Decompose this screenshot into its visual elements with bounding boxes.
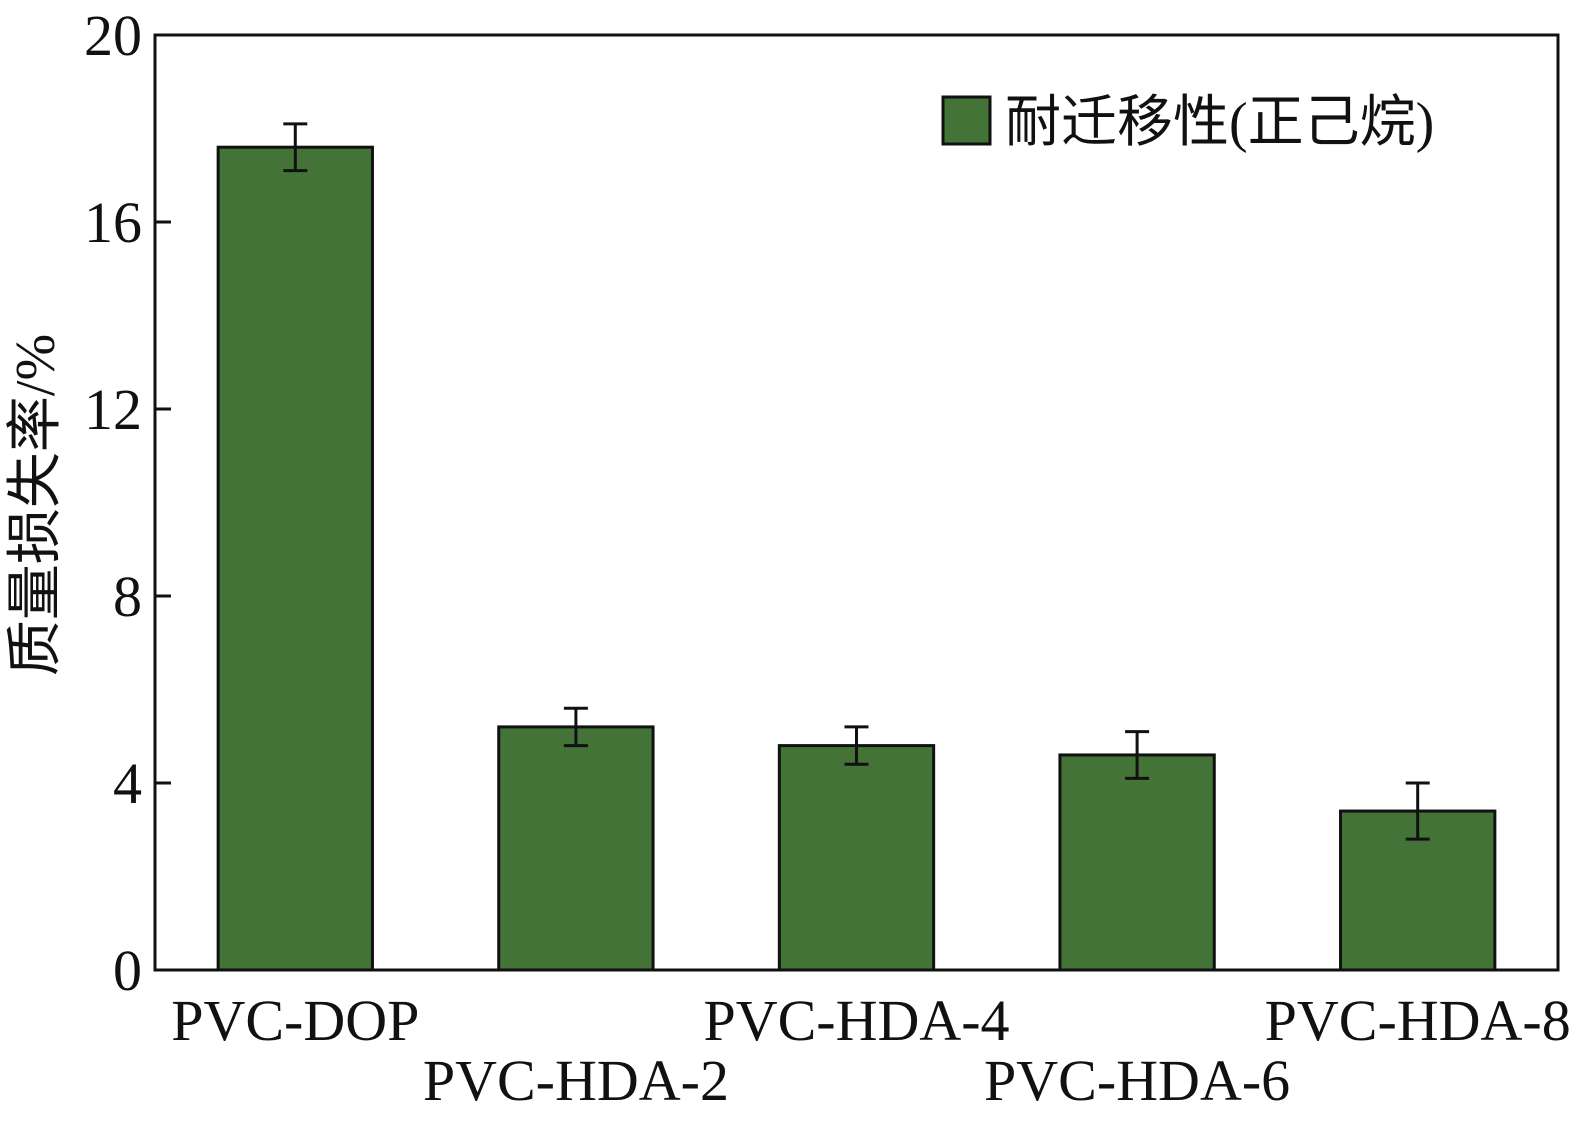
y-tick-label: 12 <box>84 377 142 442</box>
y-tick-label: 0 <box>113 938 142 1003</box>
y-axis-label: 质量损失率/% <box>5 334 67 676</box>
error-bar-pvc-hda-4 <box>844 725 869 766</box>
y-axis-ticks: 0 4 8 12 16 20 <box>84 3 171 1003</box>
bar-pvc-dop <box>216 145 374 972</box>
error-bar-pvc-hda-8 <box>1405 781 1430 841</box>
bar-pvc-hda-2 <box>497 725 655 972</box>
legend-label: 耐迁移性(正己烷) <box>1005 92 1434 154</box>
bar-pvc-hda-6 <box>1058 753 1216 972</box>
y-tick-label: 16 <box>84 190 142 255</box>
x-tick-label: PVC-DOP <box>171 988 419 1053</box>
y-tick-label: 4 <box>113 751 142 816</box>
x-tick-label: PVC-HDA-2 <box>423 1048 729 1113</box>
x-tick-label: PVC-HDA-8 <box>1265 988 1571 1053</box>
x-tick-label: PVC-HDA-4 <box>703 988 1009 1053</box>
bars-group <box>216 145 1497 972</box>
error-bar-pvc-hda-2 <box>563 706 588 748</box>
y-tick-label: 20 <box>84 3 142 68</box>
error-bars-group <box>283 122 1430 841</box>
bar-pvc-hda-4 <box>777 744 936 972</box>
legend: 耐迁移性(正己烷) <box>941 92 1434 154</box>
plot-frame <box>153 33 1560 972</box>
x-axis-labels: PVC-DOPPVC-HDA-2PVC-HDA-4PVC-HDA-6PVC-HD… <box>171 988 1571 1113</box>
legend-swatch <box>941 95 992 146</box>
x-tick-label: PVC-HDA-6 <box>984 1048 1290 1113</box>
error-bar-pvc-dop <box>283 122 308 173</box>
error-bar-pvc-hda-6 <box>1125 730 1150 780</box>
y-tick-label: 8 <box>113 564 142 629</box>
